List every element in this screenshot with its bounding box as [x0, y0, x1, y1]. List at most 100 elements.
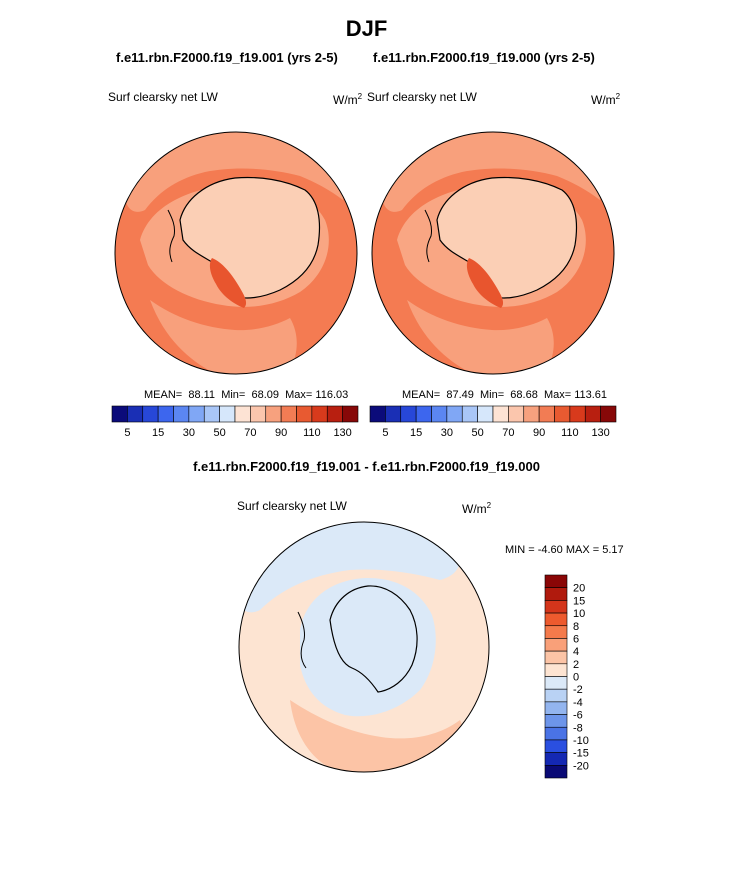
- difference-colorbar-tick-label: 2: [573, 659, 579, 671]
- case2-warm-band: [382, 132, 600, 212]
- difference-colorbar-tick-label: -6: [573, 710, 583, 722]
- difference-colorbar-swatch: [544, 574, 568, 588]
- difference-colorbar-swatch: [544, 625, 568, 639]
- case1-colorbar-swatch: [296, 405, 313, 423]
- case2-colorbar-swatch: [538, 405, 555, 423]
- case2-colorbar-tick-label: 15: [410, 427, 422, 439]
- difference-colorbar-tick-label: 4: [573, 646, 579, 658]
- difference-colorbar-swatch: [544, 676, 568, 690]
- difference-colorbar-tick-label: 6: [573, 633, 579, 645]
- case1-colorbar-swatch: [111, 405, 128, 423]
- difference-map-border: [238, 521, 490, 773]
- difference-units-label: W/m2: [462, 501, 492, 516]
- case2-colorbar-swatch: [385, 405, 402, 423]
- case2-stats: MEAN= 87.49 Min= 68.68 Max= 113.61: [402, 389, 608, 401]
- case2-colorbar-tick-label: 130: [591, 427, 609, 439]
- difference-colorbar-swatch: [544, 765, 568, 779]
- case1-units-label: W/m2: [333, 92, 363, 107]
- case2-map-border: [371, 131, 615, 375]
- case2-colorbar-tick-label: 30: [441, 427, 453, 439]
- case1-colorbar-tick-label: 30: [183, 427, 195, 439]
- case2-colorbar-swatch: [523, 405, 540, 423]
- case1-colorbar-swatch: [127, 405, 144, 423]
- difference-colorbar-swatch: [544, 714, 568, 728]
- case2-south-band: [407, 300, 554, 374]
- case2-peninsula-outline: [424, 209, 432, 263]
- difference-colorbar-swatch: [544, 739, 568, 753]
- case1-south-band: [150, 300, 297, 374]
- difference-north-cool: [239, 522, 460, 613]
- difference-colorbar-swatch: [544, 752, 568, 766]
- case1-colorbar-swatch: [311, 405, 328, 423]
- difference-colorbar-tick-label: -20: [573, 760, 589, 772]
- case2-max-value: 113.61: [574, 389, 608, 401]
- difference-colorbar-tick-label: 10: [573, 608, 585, 620]
- difference-colorbar-tick-label: 15: [573, 595, 585, 607]
- case1-colorbar-swatch: [173, 405, 190, 423]
- difference-colorbar-tick-label: -2: [573, 684, 583, 696]
- case2-map: [372, 132, 614, 374]
- difference-colorbar-tick-label: 0: [573, 672, 579, 684]
- case2-colorbar-swatch: [446, 405, 463, 423]
- case2-title: f.e11.rbn.F2000.f19_f19.000 (yrs 2-5): [373, 50, 595, 65]
- case1-colorbar-swatch: [219, 405, 236, 423]
- case1-colorbar-swatch: [157, 405, 174, 423]
- case1-mean-value: 88.11: [188, 389, 216, 401]
- case2-colorbar-tick-label: 90: [533, 427, 545, 439]
- difference-colorbar-swatch: [544, 701, 568, 715]
- case2-colorbar: 5 15 30 50 70 90 110 130: [369, 405, 617, 439]
- case1-min-value: 68.09: [251, 389, 279, 401]
- case1-stats: MEAN= 88.11 Min= 68.09 Max= 116.03: [144, 389, 349, 401]
- difference-colorbar-swatch: [544, 726, 568, 741]
- case2-colorbar-swatch: [569, 405, 586, 423]
- case2-colorbar-swatch: [508, 405, 525, 423]
- case2-ross-sea-warm: [466, 258, 504, 308]
- case2-colorbar-swatch: [492, 405, 509, 423]
- difference-variable-label: Surf clearsky net LW: [237, 499, 347, 513]
- case1-colorbar-swatch: [342, 405, 359, 423]
- case1-max-value: 116.03: [315, 389, 349, 401]
- case1-colorbar-tick-label: 90: [275, 427, 287, 439]
- difference-antarctica-outline: [329, 585, 418, 693]
- case1-colorbar-swatch: [188, 405, 205, 423]
- case1-map-border: [114, 131, 358, 375]
- case1-colorbar: 5 15 30 50 70 90 110 130: [111, 405, 359, 439]
- case2-colorbar-swatch: [461, 405, 478, 423]
- case1-colorbar-tick-label: 15: [152, 427, 164, 439]
- case1-colorbar-swatch: [326, 405, 343, 423]
- case1-warm-band: [125, 132, 343, 212]
- case1-colorbar-tick-label: 5: [124, 427, 130, 439]
- difference-colorbar-tick-label: 20: [573, 583, 585, 595]
- case1-colorbar-swatch: [280, 405, 297, 423]
- case1-colorbar-swatch: [142, 405, 159, 423]
- difference-colorbar-swatch: [544, 688, 568, 703]
- case1-title: f.e11.rbn.F2000.f19_f19.001 (yrs 2-5): [116, 50, 338, 65]
- case1-colorbar-swatch: [250, 405, 267, 423]
- difference-colorbar-tick-label: -15: [573, 748, 589, 760]
- difference-colorbar-tick-label: 8: [573, 621, 579, 633]
- case2-colorbar-swatch: [400, 405, 417, 423]
- case1-colorbar-tick-label: 50: [214, 427, 226, 439]
- case2-colorbar-tick-label: 110: [561, 427, 579, 439]
- difference-colorbar-swatch: [544, 638, 568, 652]
- case2-colorbar-swatch: [369, 405, 386, 423]
- case2-colorbar-swatch: [600, 405, 617, 423]
- case2-colorbar-swatch: [477, 405, 494, 423]
- case2-colorbar-tick-label: 70: [502, 427, 514, 439]
- difference-interior-cool: [300, 577, 436, 717]
- case2-variable-label: Surf clearsky net LW: [367, 90, 477, 104]
- difference-map: [239, 522, 489, 772]
- case2-colorbar-tick-label: 50: [472, 427, 484, 439]
- case1-colorbar-swatch: [203, 405, 220, 423]
- case1-colorbar-swatch: [234, 405, 251, 423]
- difference-colorbar-swatch: [544, 612, 568, 627]
- difference-colorbar-swatch: [544, 663, 568, 677]
- case1-peninsula-outline: [167, 209, 175, 263]
- difference-peninsula-outline: [297, 611, 307, 669]
- case1-map: [115, 132, 357, 374]
- case2-colorbar-swatch: [415, 405, 432, 423]
- case2-colorbar-swatch: [431, 405, 448, 423]
- case1-colorbar-tick-label: 110: [303, 427, 321, 439]
